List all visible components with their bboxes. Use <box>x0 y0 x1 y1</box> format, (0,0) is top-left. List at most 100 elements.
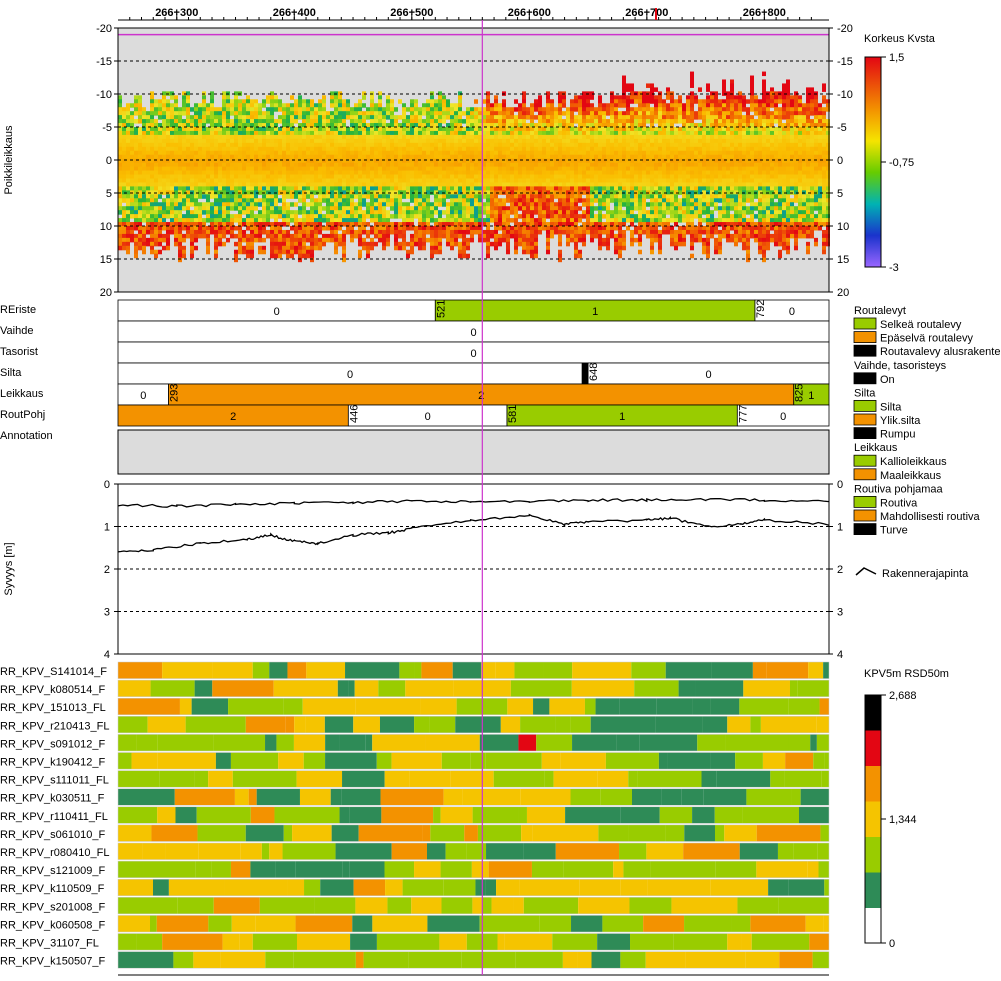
heat-cell <box>582 119 586 124</box>
heat-cell <box>350 127 354 132</box>
heat-cell <box>250 170 254 176</box>
heat-cell <box>638 162 642 168</box>
heat-cell <box>366 142 370 148</box>
heat-cell <box>486 174 490 180</box>
heat-cell <box>570 194 574 199</box>
heat-cell <box>178 123 182 128</box>
heat-cell <box>614 174 618 180</box>
heat-cell <box>598 146 602 152</box>
heat-cell <box>122 107 126 112</box>
heat-cell <box>638 206 642 211</box>
heat-cell <box>426 103 430 108</box>
heat-cell <box>538 95 542 100</box>
heat-cell <box>502 178 506 183</box>
heat-cell <box>450 186 454 191</box>
heat-cell <box>314 222 318 227</box>
heat-cell <box>566 241 570 247</box>
heat-cell <box>362 127 366 132</box>
heat-cell <box>422 127 426 132</box>
heat-cell <box>598 142 602 148</box>
heat-cell <box>470 166 474 172</box>
heat-cell <box>570 226 574 231</box>
heat-cell <box>358 99 362 104</box>
heat-cell <box>222 206 226 211</box>
heat-cell <box>586 178 590 183</box>
heat-cell <box>274 186 278 191</box>
heat-cell <box>558 198 562 203</box>
heat-cell <box>466 130 470 136</box>
heat-cell <box>462 233 466 239</box>
heat-cell <box>282 178 286 183</box>
heat-cell <box>418 229 422 235</box>
heat-cell <box>130 214 134 219</box>
heat-cell <box>226 107 230 112</box>
heat-cell <box>350 107 354 112</box>
heat-cell <box>330 229 334 235</box>
heat-cell <box>574 206 578 211</box>
heat-cell <box>262 174 266 180</box>
heat-cell <box>446 202 450 207</box>
heat-cell <box>454 138 458 144</box>
heat-cell <box>214 138 218 144</box>
heat-cell <box>558 166 562 172</box>
heat-cell <box>314 245 318 251</box>
heat-cell <box>570 190 574 195</box>
heat-cell <box>174 162 178 168</box>
heat-cell <box>306 150 310 156</box>
heat-cell <box>270 214 274 219</box>
heat-cell <box>238 111 242 116</box>
heat-cell <box>150 218 154 223</box>
heat-cell <box>366 178 370 183</box>
heat-cell <box>266 134 270 140</box>
heat-cell <box>630 123 634 128</box>
heat-cell <box>654 166 658 172</box>
heat-cell <box>498 214 502 219</box>
heat-cell <box>318 182 322 187</box>
heat-cell <box>478 194 482 199</box>
heat-cell <box>338 95 342 100</box>
heat-cell <box>462 127 466 132</box>
heat-cell <box>654 218 658 223</box>
heat-cell <box>210 166 214 172</box>
heat-cell <box>230 178 234 183</box>
heat-cell <box>334 178 338 183</box>
heat-cell <box>490 202 494 207</box>
heat-cell <box>182 99 186 104</box>
heat-cell <box>430 170 434 176</box>
heat-cell <box>218 154 222 160</box>
heat-cell <box>434 119 438 124</box>
heat-cell <box>362 158 366 164</box>
heat-cell <box>254 115 258 120</box>
heat-cell <box>206 107 210 112</box>
heat-cell <box>166 103 170 108</box>
heat-cell <box>454 146 458 152</box>
heat-cell <box>390 138 394 144</box>
heat-cell <box>654 194 658 199</box>
heat-cell <box>130 127 134 132</box>
heat-cell <box>602 237 606 243</box>
heat-cell <box>194 222 198 227</box>
heat-cell <box>382 218 386 223</box>
heat-cell <box>222 162 226 168</box>
heat-cell <box>450 162 454 168</box>
heat-cell <box>330 138 334 144</box>
heat-cell <box>338 218 342 223</box>
heat-cell <box>178 226 182 231</box>
heat-cell <box>350 123 354 128</box>
heat-cell <box>522 174 526 180</box>
heat-cell <box>634 111 638 116</box>
heat-cell <box>242 170 246 176</box>
heat-cell <box>218 130 222 136</box>
heat-cell <box>342 253 346 259</box>
heat-cell <box>214 214 218 219</box>
heat-cell <box>506 210 510 215</box>
heat-cell <box>290 138 294 144</box>
heat-cell <box>538 194 542 199</box>
heat-cell <box>454 186 458 191</box>
heat-cell <box>410 206 414 211</box>
heat-cell <box>598 241 602 247</box>
heat-cell <box>494 186 498 191</box>
heat-cell <box>282 146 286 152</box>
heat-cell <box>326 142 330 148</box>
heat-cell <box>314 119 318 124</box>
